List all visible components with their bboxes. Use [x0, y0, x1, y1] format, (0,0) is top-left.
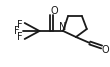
Text: F: F — [17, 20, 23, 30]
Text: O: O — [102, 45, 109, 55]
Text: F: F — [14, 26, 20, 36]
Text: O: O — [50, 6, 58, 16]
Text: N: N — [59, 22, 67, 32]
Text: F: F — [17, 32, 23, 42]
